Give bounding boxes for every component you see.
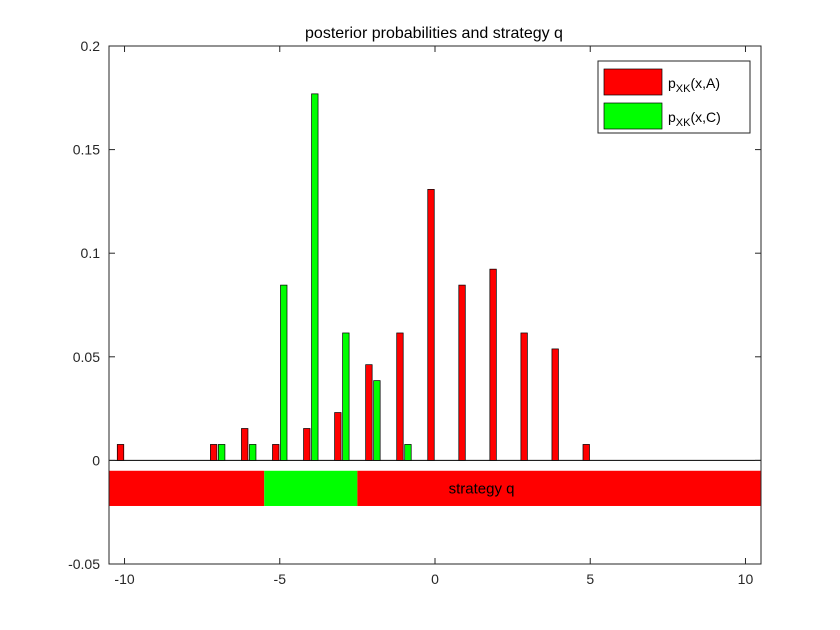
x-tick-label-4: 10 <box>738 571 754 587</box>
y-tick-label-5: 0.2 <box>81 38 101 54</box>
bar-A-10 <box>489 268 497 461</box>
bar-A-0 <box>116 444 125 461</box>
legend-swatch-C <box>603 102 663 130</box>
bar-C-2 <box>280 284 288 461</box>
y-tick-label-3: 0.1 <box>81 245 101 261</box>
bar-A-5 <box>334 412 342 461</box>
bar-C-4 <box>342 332 350 461</box>
bar-C-1 <box>249 444 257 461</box>
bar-A-2 <box>241 428 249 461</box>
y-tick-label-2: 0.05 <box>73 349 100 365</box>
bar-A-6 <box>365 364 373 461</box>
chart-title: posterior probabilities and strategy q <box>305 25 563 42</box>
bar-A-12 <box>551 348 559 461</box>
strategy-segment-A-2 <box>357 470 761 506</box>
strategy-segment-A-0 <box>109 470 265 506</box>
x-tick-label-1: -5 <box>274 571 287 587</box>
bar-A-1 <box>210 444 218 461</box>
strategy-segment-C-1 <box>264 470 358 506</box>
bar-A-4 <box>303 428 311 461</box>
bar-A-13 <box>582 444 590 461</box>
legend-label-C: pXK(x,C) <box>668 109 721 129</box>
x-tick-label-2: 0 <box>431 571 439 587</box>
y-tick-label-4: 0.15 <box>73 142 100 158</box>
y-tick-label-0: -0.05 <box>68 556 100 572</box>
x-tick-label-0: -10 <box>114 571 134 587</box>
bar-C-5 <box>373 380 381 461</box>
bar-C-3 <box>311 93 319 461</box>
bar-C-0 <box>218 444 226 461</box>
bar-A-8 <box>427 189 435 461</box>
bar-C-6 <box>404 444 412 461</box>
strategy-label: strategy q <box>449 480 515 497</box>
bar-A-9 <box>458 284 466 461</box>
legend: pXK(x,A) pXK(x,C) <box>597 60 751 134</box>
legend-label-A: pXK(x,A) <box>668 75 720 95</box>
legend-swatch-A <box>603 68 663 96</box>
y-tick-label-1: 0 <box>92 452 100 468</box>
bar-A-7 <box>396 332 404 461</box>
bar-A-11 <box>520 332 528 461</box>
x-tick-label-3: 5 <box>586 571 594 587</box>
bar-A-3 <box>272 444 280 461</box>
